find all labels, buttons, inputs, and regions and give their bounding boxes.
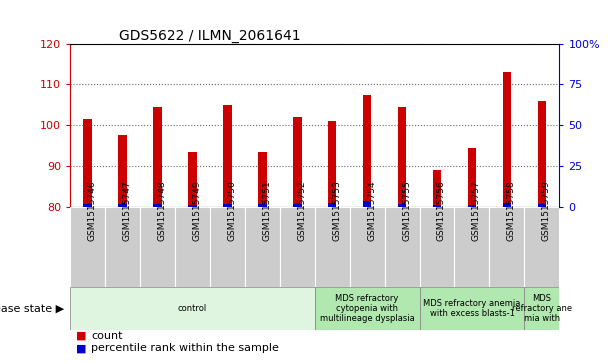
- Bar: [223, 105, 232, 207]
- Bar: [315, 287, 420, 330]
- Text: ■: ■: [76, 331, 86, 341]
- Text: GSM1515750: GSM1515750: [227, 180, 237, 241]
- Text: GSM1515756: GSM1515756: [437, 180, 446, 241]
- Text: disease state ▶: disease state ▶: [0, 303, 64, 314]
- Bar: [153, 107, 162, 207]
- Bar: [244, 207, 280, 287]
- Bar: [315, 207, 350, 287]
- Bar: [524, 287, 559, 330]
- Text: GDS5622 / ILMN_2061641: GDS5622 / ILMN_2061641: [119, 29, 300, 42]
- Bar: [210, 207, 244, 287]
- Bar: [258, 152, 266, 207]
- Bar: [468, 148, 476, 207]
- Bar: [537, 101, 546, 207]
- Text: percentile rank within the sample: percentile rank within the sample: [91, 343, 279, 354]
- Text: ■: ■: [76, 343, 86, 354]
- Bar: [105, 207, 140, 287]
- Bar: [363, 201, 371, 207]
- Bar: [537, 204, 546, 207]
- Text: GSM1515755: GSM1515755: [402, 180, 411, 241]
- Bar: [175, 207, 210, 287]
- Bar: [385, 207, 420, 287]
- Text: GSM1515754: GSM1515754: [367, 180, 376, 241]
- Bar: [153, 204, 162, 207]
- Bar: [420, 207, 454, 287]
- Bar: [83, 204, 92, 207]
- Bar: [188, 152, 196, 207]
- Bar: [83, 119, 92, 207]
- Bar: [524, 207, 559, 287]
- Bar: [258, 204, 266, 207]
- Text: MDS refractory anemia
with excess blasts-1: MDS refractory anemia with excess blasts…: [423, 299, 520, 318]
- Text: count: count: [91, 331, 123, 341]
- Text: GSM1515758: GSM1515758: [507, 180, 516, 241]
- Bar: [118, 204, 126, 207]
- Bar: [280, 207, 315, 287]
- Bar: [489, 207, 525, 287]
- Text: GSM1515752: GSM1515752: [297, 180, 306, 241]
- Bar: [433, 170, 441, 207]
- Bar: [293, 204, 302, 207]
- Bar: [350, 207, 384, 287]
- Text: GSM1515753: GSM1515753: [332, 180, 341, 241]
- Bar: [328, 203, 336, 207]
- Text: GSM1515759: GSM1515759: [542, 180, 551, 241]
- Text: GSM1515757: GSM1515757: [472, 180, 481, 241]
- Text: GSM1515748: GSM1515748: [157, 180, 167, 241]
- Text: control: control: [178, 304, 207, 313]
- Bar: [454, 207, 489, 287]
- Bar: [468, 205, 476, 207]
- Bar: [188, 205, 196, 207]
- Text: GSM1515749: GSM1515749: [192, 180, 201, 241]
- Text: GSM1515751: GSM1515751: [262, 180, 271, 241]
- Bar: [503, 72, 511, 207]
- Bar: [503, 203, 511, 207]
- Text: GSM1515746: GSM1515746: [88, 180, 97, 241]
- Bar: [140, 207, 175, 287]
- Bar: [70, 207, 105, 287]
- Bar: [420, 287, 524, 330]
- Bar: [363, 95, 371, 207]
- Text: GSM1515747: GSM1515747: [122, 180, 131, 241]
- Bar: [70, 287, 315, 330]
- Bar: [398, 204, 406, 207]
- Text: MDS refractory
cytopenia with
multilineage dysplasia: MDS refractory cytopenia with multilinea…: [320, 294, 415, 323]
- Bar: [293, 117, 302, 207]
- Bar: [398, 107, 406, 207]
- Bar: [328, 121, 336, 207]
- Bar: [118, 135, 126, 207]
- Bar: [433, 205, 441, 207]
- Bar: [223, 204, 232, 207]
- Text: MDS
refractory ane
mia with: MDS refractory ane mia with: [512, 294, 572, 323]
